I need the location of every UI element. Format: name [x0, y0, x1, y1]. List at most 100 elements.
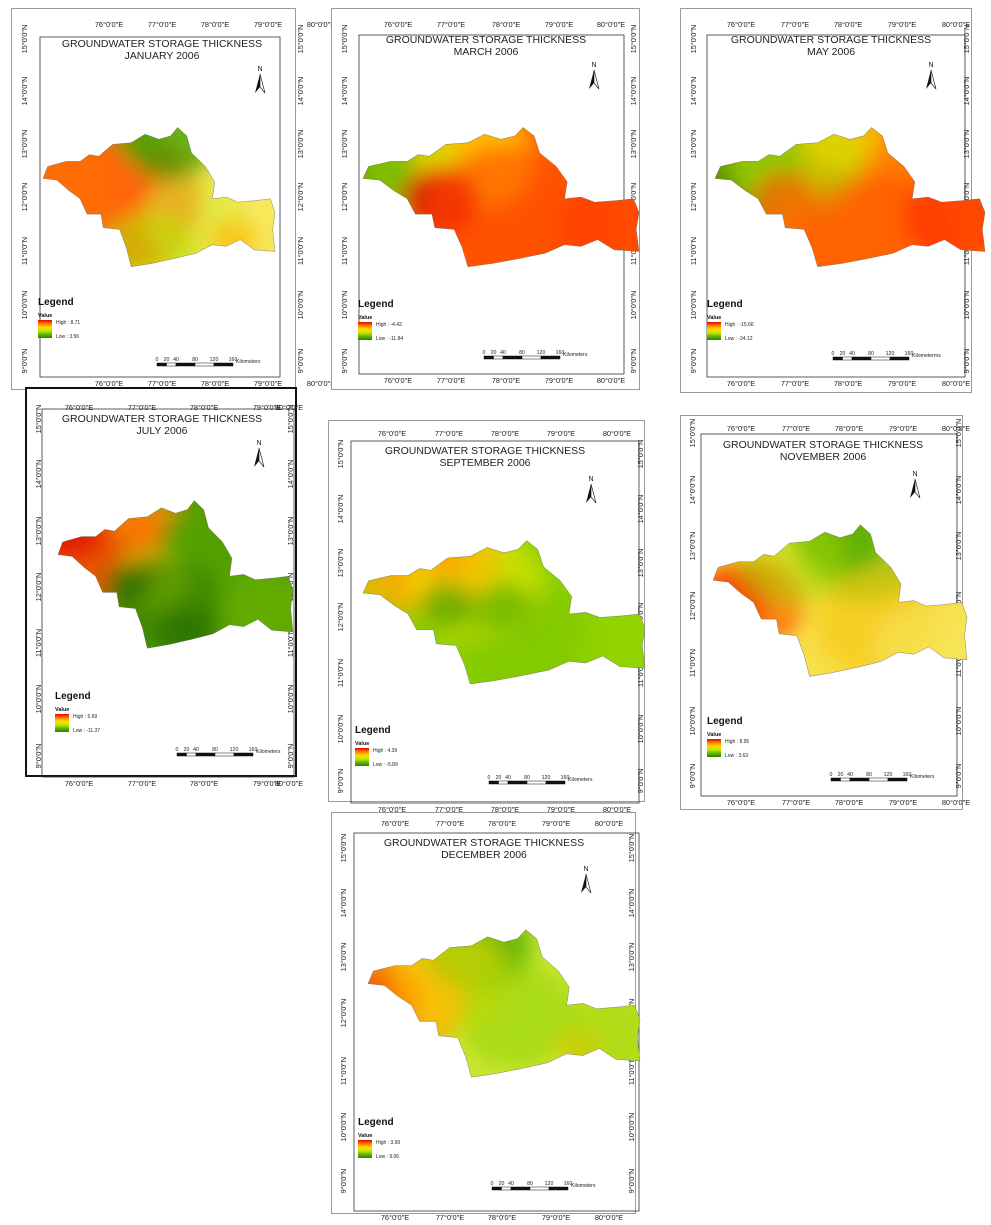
latitude-label-left: 15°0'0"N [340, 25, 349, 54]
study-area-boundary [714, 127, 986, 268]
legend-title: Legend [355, 725, 391, 736]
legend-title: Legend [707, 716, 743, 727]
latitude-label-right: 13°0'0"N [627, 943, 636, 972]
scale-bar-segment [540, 355, 561, 360]
scale-bar-segment [493, 355, 504, 360]
scale-bar-segment [889, 356, 910, 361]
scale-tick-label: 120 [884, 772, 893, 778]
north-arrow-icon [255, 74, 260, 93]
latitude-label-right: 10°0'0"N [627, 1113, 636, 1142]
latitude-label-right: 11°0'0"N [962, 237, 971, 265]
longitude-label-top: 76°0'0"E [381, 819, 409, 828]
legend-low-value: Low : 9.06 [376, 1154, 399, 1160]
scale-tick-label: 0 [176, 747, 179, 753]
legend-value-label: Value [707, 732, 721, 738]
latitude-label-left: 11°0'0"N [688, 649, 697, 677]
longitude-label-bottom: 77°0'0"E [437, 376, 465, 385]
latitude-label-left: 10°0'0"N [20, 291, 29, 320]
scale-tick-label: 160 [564, 1181, 573, 1187]
map-subtitle-month: JANUARY 2006 [125, 50, 200, 62]
latitude-label-left: 13°0'0"N [689, 130, 698, 159]
scale-tick-label: 0 [491, 1181, 494, 1187]
legend-title: Legend [55, 691, 91, 702]
longitude-label-bottom: 77°0'0"E [128, 779, 156, 788]
latitude-label-left: 11°0'0"N [34, 629, 43, 657]
latitude-label-right: 9°0'0"N [286, 744, 295, 769]
longitude-label-top: 79°0'0"E [889, 424, 917, 433]
latitude-label-right: 14°0'0"N [286, 460, 295, 489]
scale-unit-label: Kilometers [571, 1183, 596, 1189]
longitude-label-top: 78°0'0"E [492, 20, 520, 29]
longitude-label-top: 79°0'0"E [888, 20, 916, 29]
map-title: GROUNDWATER STORAGE THICKNESS [723, 439, 923, 451]
north-label: N [257, 66, 262, 73]
latitude-label-left: 10°0'0"N [336, 715, 345, 744]
longitude-label-bottom: 78°0'0"E [201, 379, 229, 388]
legend-low-value: Low : -5.89 [373, 762, 398, 768]
map-frame [41, 408, 295, 778]
longitude-label-bottom: 80°0'0"E [275, 779, 303, 788]
longitude-label-bottom: 77°0'0"E [148, 379, 176, 388]
map-subtitle-month: MARCH 2006 [454, 46, 519, 58]
study-area-boundary [362, 127, 640, 268]
longitude-label-top: 80°0'0"E [942, 20, 970, 29]
legend-high-value: High : 3.99 [376, 1140, 400, 1146]
study-area-boundary [362, 540, 646, 685]
latitude-label-left: 13°0'0"N [20, 130, 29, 159]
legend-color-ramp [707, 322, 721, 340]
latitude-label-left: 13°0'0"N [340, 130, 349, 159]
scale-bar-segment [851, 356, 872, 361]
scale-tick-label: 80 [212, 747, 218, 753]
latitude-label-right: 15°0'0"N [962, 25, 971, 54]
scale-tick-label: 20 [164, 357, 170, 363]
longitude-label-top: 77°0'0"E [128, 403, 156, 412]
scale-tick-label: 80 [519, 350, 525, 356]
map-subtitle-month: NOVEMBER 2006 [780, 451, 867, 463]
longitude-label-top: 79°0'0"E [545, 20, 573, 29]
latitude-label-right: 10°0'0"N [954, 707, 963, 736]
groundwater-thickness-surface [363, 540, 645, 684]
scale-bar-segment [213, 362, 234, 367]
scale-unit-label: Kilometers [910, 774, 935, 780]
map-subtitle-month: JULY 2006 [137, 425, 188, 437]
scale-tick-label: 80 [866, 772, 872, 778]
latitude-label-left: 12°0'0"N [34, 573, 43, 602]
scale-bar-segment [548, 1186, 569, 1191]
map-frame [39, 36, 281, 378]
groundwater-thickness-surface [363, 127, 639, 267]
north-arrow-icon-half [593, 69, 600, 90]
longitude-label-top: 79°0'0"E [542, 819, 570, 828]
scale-tick-label: 40 [193, 747, 199, 753]
latitude-label-left: 13°0'0"N [688, 532, 697, 561]
latitude-label-left: 14°0'0"N [339, 889, 348, 918]
north-label: N [912, 471, 917, 478]
longitude-label-bottom: 76°0'0"E [378, 805, 406, 814]
latitude-label-left: 15°0'0"N [336, 440, 345, 469]
map-panel-may-2006: 76°0'0"E 76°0'0"E 77°0'0"E 77°0'0"E 78°0'0"E… [680, 8, 986, 393]
study-area-boundary [367, 929, 641, 1078]
latitude-label-right: 10°0'0"N [962, 291, 971, 320]
longitude-label-bottom: 78°0'0"E [491, 805, 519, 814]
latitude-label-right: 15°0'0"N [296, 25, 305, 54]
latitude-label-left: 12°0'0"N [339, 999, 348, 1028]
longitude-label-bottom: 78°0'0"E [190, 779, 218, 788]
legend-high-value: High : 8.71 [56, 320, 80, 326]
longitude-label-top: 78°0'0"E [835, 424, 863, 433]
latitude-label-left: 11°0'0"N [336, 659, 345, 687]
latitude-label-left: 12°0'0"N [340, 183, 349, 212]
longitude-label-bottom: 79°0'0"E [888, 379, 916, 388]
legend-low-value: Low : -11.37 [73, 728, 100, 734]
scale-tick-label: 160 [903, 772, 912, 778]
longitude-label-bottom: 79°0'0"E [889, 798, 917, 807]
study-area-boundary [57, 500, 294, 649]
legend-value-label: Value [38, 313, 52, 319]
longitude-label-top: 77°0'0"E [435, 429, 463, 438]
groundwater-thickness-surface [43, 127, 275, 267]
latitude-label-left: 15°0'0"N [34, 405, 43, 434]
longitude-label-bottom: 76°0'0"E [381, 1213, 409, 1222]
longitude-label-top: 79°0'0"E [254, 20, 282, 29]
scale-bar-segment [491, 1186, 502, 1191]
longitude-label-top: 76°0'0"E [378, 429, 406, 438]
legend-title: Legend [707, 299, 743, 310]
scale-tick-label: 80 [868, 351, 874, 357]
